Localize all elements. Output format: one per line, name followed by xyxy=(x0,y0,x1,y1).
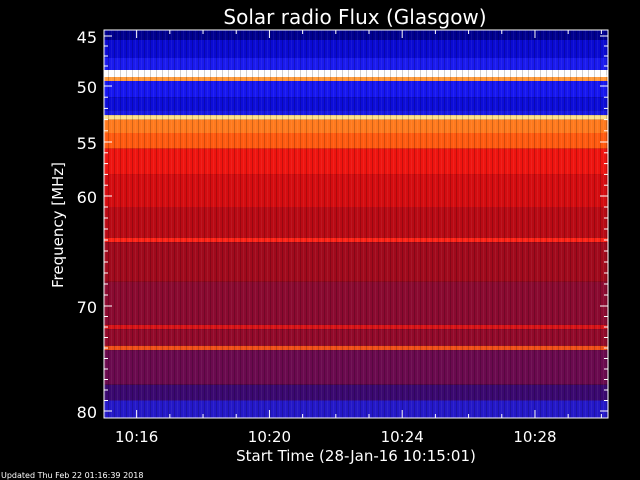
x-tick-label: 10:24 xyxy=(381,428,424,446)
y-tick-label: 45 xyxy=(77,28,97,47)
x-tick-label: 10:20 xyxy=(248,428,291,446)
x-axis: 10:16 10:20 10:24 10:28 xyxy=(115,30,602,446)
footer-updated: Updated Thu Feb 22 01:16:39 2018 xyxy=(1,471,143,480)
chart-title: Solar radio Flux (Glasgow) xyxy=(223,5,486,29)
plot-frame xyxy=(103,29,609,419)
y-axis: 45 50 55 60 70 80 xyxy=(77,28,608,422)
y-tick-label: 50 xyxy=(77,78,97,97)
texture-overlay xyxy=(103,29,609,419)
x-tick-label: 10:28 xyxy=(513,428,556,446)
y-axis-label: Frequency [MHz] xyxy=(49,162,67,288)
y-tick-label: 60 xyxy=(77,188,97,207)
y-tick-label: 55 xyxy=(77,134,97,153)
x-tick-label: 10:16 xyxy=(115,428,158,446)
y-tick-label: 80 xyxy=(77,403,97,422)
y-tick-label: 70 xyxy=(77,298,97,317)
streak-texture xyxy=(104,30,608,418)
x-axis-label: Start Time (28-Jan-16 10:15:01) xyxy=(236,447,476,465)
